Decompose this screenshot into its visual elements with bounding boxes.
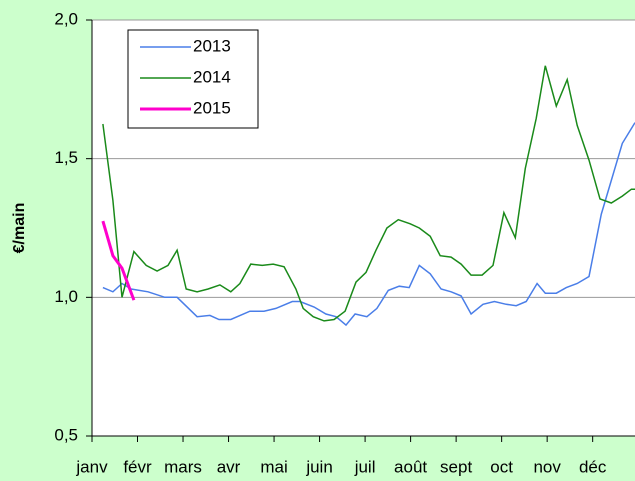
y-axis-label: €/main [11,203,28,254]
x-tick-label: sept [440,457,472,476]
x-tick-label: févr [123,457,152,476]
legend-label: 2013 [193,36,231,55]
x-tick-label: juin [305,457,332,476]
legend-label: 2015 [193,98,231,117]
x-tick-label: mars [164,457,202,476]
y-tick-label: 1,5 [54,148,78,167]
y-tick-label: 1,0 [54,287,78,306]
x-tick-label: nov [533,457,561,476]
y-tick-label: 0,5 [54,425,78,444]
series-line [102,122,635,327]
legend-label: 2014 [193,67,231,86]
y-tick-label: 2,0 [54,9,78,28]
series-line [101,220,136,301]
x-tick-label: juil [354,457,376,476]
series-line [102,65,635,322]
x-tick-label: déc [579,457,607,476]
x-tick-label: janv [75,457,108,476]
x-tick-label: mai [260,457,287,476]
x-tick-label: oct [490,457,513,476]
x-tick-label: août [394,457,427,476]
x-tick-label: avr [217,457,241,476]
